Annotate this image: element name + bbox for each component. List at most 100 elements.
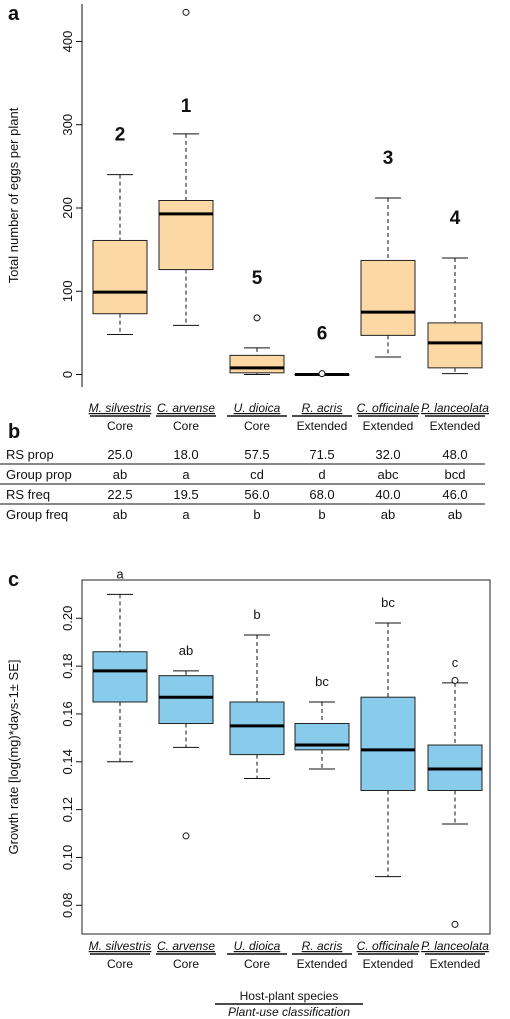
box-a-3: 5 [229, 268, 285, 376]
y-tick-label: 0.18 [60, 653, 75, 678]
c-species-label: M. silvestris [89, 939, 152, 953]
box-a-5: 3 [360, 148, 416, 358]
table-cell: 22.5 [107, 487, 132, 502]
table-cell: 57.5 [244, 447, 269, 462]
box-c-2: ab [158, 643, 214, 840]
box-c-5: bc [360, 595, 416, 878]
y-axis-a: 0 100 200 300 400 [60, 4, 83, 387]
a-use-class-label: Extended [297, 419, 348, 433]
footer: Host-plant species Plant-use classificati… [215, 989, 363, 1019]
table-cell: bcd [445, 467, 466, 482]
a-species-label: M. silvestris [89, 401, 152, 415]
table-cell: ab [113, 467, 127, 482]
a-use-class-label: Core [107, 419, 133, 433]
box-iqr [360, 696, 416, 791]
a-use-class-label: Core [244, 419, 270, 433]
plot-frame-c [81, 579, 491, 935]
box-iqr [92, 239, 148, 315]
table-row-label: Group prop [6, 467, 72, 482]
box-iqr [360, 259, 416, 336]
a-use-class-label: Extended [363, 419, 414, 433]
table-row: RS prop 25.0 18.0 57.5 71.5 32.0 48.0 [0, 447, 485, 465]
table-cell: ab [448, 507, 462, 522]
a-species-label: U. dioica [234, 401, 281, 415]
y-tick-label: 0.10 [60, 845, 75, 870]
c-species-label: C. officinale [357, 939, 420, 953]
annotation-a-6: 4 [450, 208, 461, 229]
annotation-a-2: 1 [181, 96, 192, 117]
box-a-2: 1 [158, 8, 214, 326]
c-species-label: C. arvense [157, 939, 215, 953]
table-row: Group freq ab a b b ab ab [6, 507, 462, 522]
table-cell: 18.0 [173, 447, 198, 462]
table-cell: 71.5 [309, 447, 334, 462]
outlier-point [451, 676, 459, 684]
box-c-3: b [229, 607, 285, 780]
table-cell: 19.5 [173, 487, 198, 502]
c-species-labels: M. silvestris Core C. arvense Core U. dioica… [89, 939, 490, 971]
table-row: RS freq 22.5 19.5 56.0 68.0 40.0 46.0 [0, 487, 485, 505]
table-cell: ab [381, 507, 395, 522]
box-iqr [158, 199, 214, 271]
box-a-4: 6 [294, 324, 350, 378]
annotation-a-5: 3 [383, 148, 394, 169]
table-cell: 56.0 [244, 487, 269, 502]
table-cell: b [318, 507, 325, 522]
panel-a: a 0 100 200 300 400 Total number of eggs per p… [6, 3, 483, 387]
y-tick-label: 0.20 [60, 606, 75, 631]
table-row-label: RS prop [6, 447, 54, 462]
table-cell: abc [378, 467, 399, 482]
annotation-c-4: bc [315, 674, 329, 689]
y-axis-label-c: Growth rate [log(mg)*days-1± SE] [6, 660, 21, 855]
table-row: Group prop ab a cd d abc bcd [0, 467, 485, 485]
outlier-point [253, 314, 261, 322]
y-tick-label: 0.14 [60, 749, 75, 774]
box-c-6: c [427, 655, 483, 928]
annotation-c-3: b [253, 607, 260, 622]
a-use-class-label: Extended [430, 419, 481, 433]
box-iqr [92, 651, 148, 703]
outlier-point [182, 8, 190, 16]
box-c-4: bc [294, 674, 350, 770]
annotation-c-6: c [452, 655, 459, 670]
outlier-point [318, 370, 326, 378]
box-a-6: 4 [427, 208, 483, 375]
y-tick-label: 0.16 [60, 701, 75, 726]
a-species-label: P. lanceolata [421, 401, 489, 415]
table-b: b RS prop 25.0 18.0 57.5 71.5 32.0 48.0 Group pr… [0, 421, 485, 522]
annotation-a-3: 5 [252, 268, 263, 289]
a-species-label: C. officinale [357, 401, 420, 415]
panel-letter-b: b [8, 421, 20, 443]
c-use-class-label: Extended [430, 957, 481, 971]
table-cell: 40.0 [375, 487, 400, 502]
y-axis-c: 0.08 0.10 0.12 0.14 0.16 0.18 0.20 [60, 580, 83, 934]
annotation-c-5: bc [381, 595, 395, 610]
annotation-a-1: 2 [115, 125, 126, 146]
annotation-a-4: 6 [317, 324, 328, 345]
y-axis-label-a: Total number of eggs per plant [6, 107, 21, 283]
box-iqr [229, 701, 285, 756]
c-use-class-label: Core [107, 957, 133, 971]
c-species-label: P. lanceolata [421, 939, 489, 953]
outlier-point [182, 832, 190, 840]
y-tick-label: 200 [60, 197, 75, 219]
panel-letter-c: c [8, 569, 19, 591]
a-species-label: C. arvense [157, 401, 215, 415]
outlier-point [451, 920, 459, 928]
panel-c: c 0.08 0.10 0.12 0.14 0.16 0.18 0.20 Growth rate… [6, 566, 491, 935]
box-iqr [427, 322, 483, 369]
annotation-c-2: ab [179, 643, 193, 658]
a-species-labels: M. silvestris Core C. arvense Core U. dioica… [89, 401, 490, 433]
table-cell: 46.0 [442, 487, 467, 502]
box-c-1: a [92, 566, 148, 763]
c-use-class-label: Core [173, 957, 199, 971]
y-tick-label: 400 [60, 31, 75, 53]
c-use-class-label: Extended [363, 957, 414, 971]
c-species-label: R. acris [302, 939, 343, 953]
panel-letter-a: a [8, 3, 20, 25]
y-tick-label: 0 [60, 371, 75, 378]
box-iqr [158, 675, 214, 725]
c-use-class-label: Core [244, 957, 270, 971]
y-tick-label: 0.08 [60, 893, 75, 918]
